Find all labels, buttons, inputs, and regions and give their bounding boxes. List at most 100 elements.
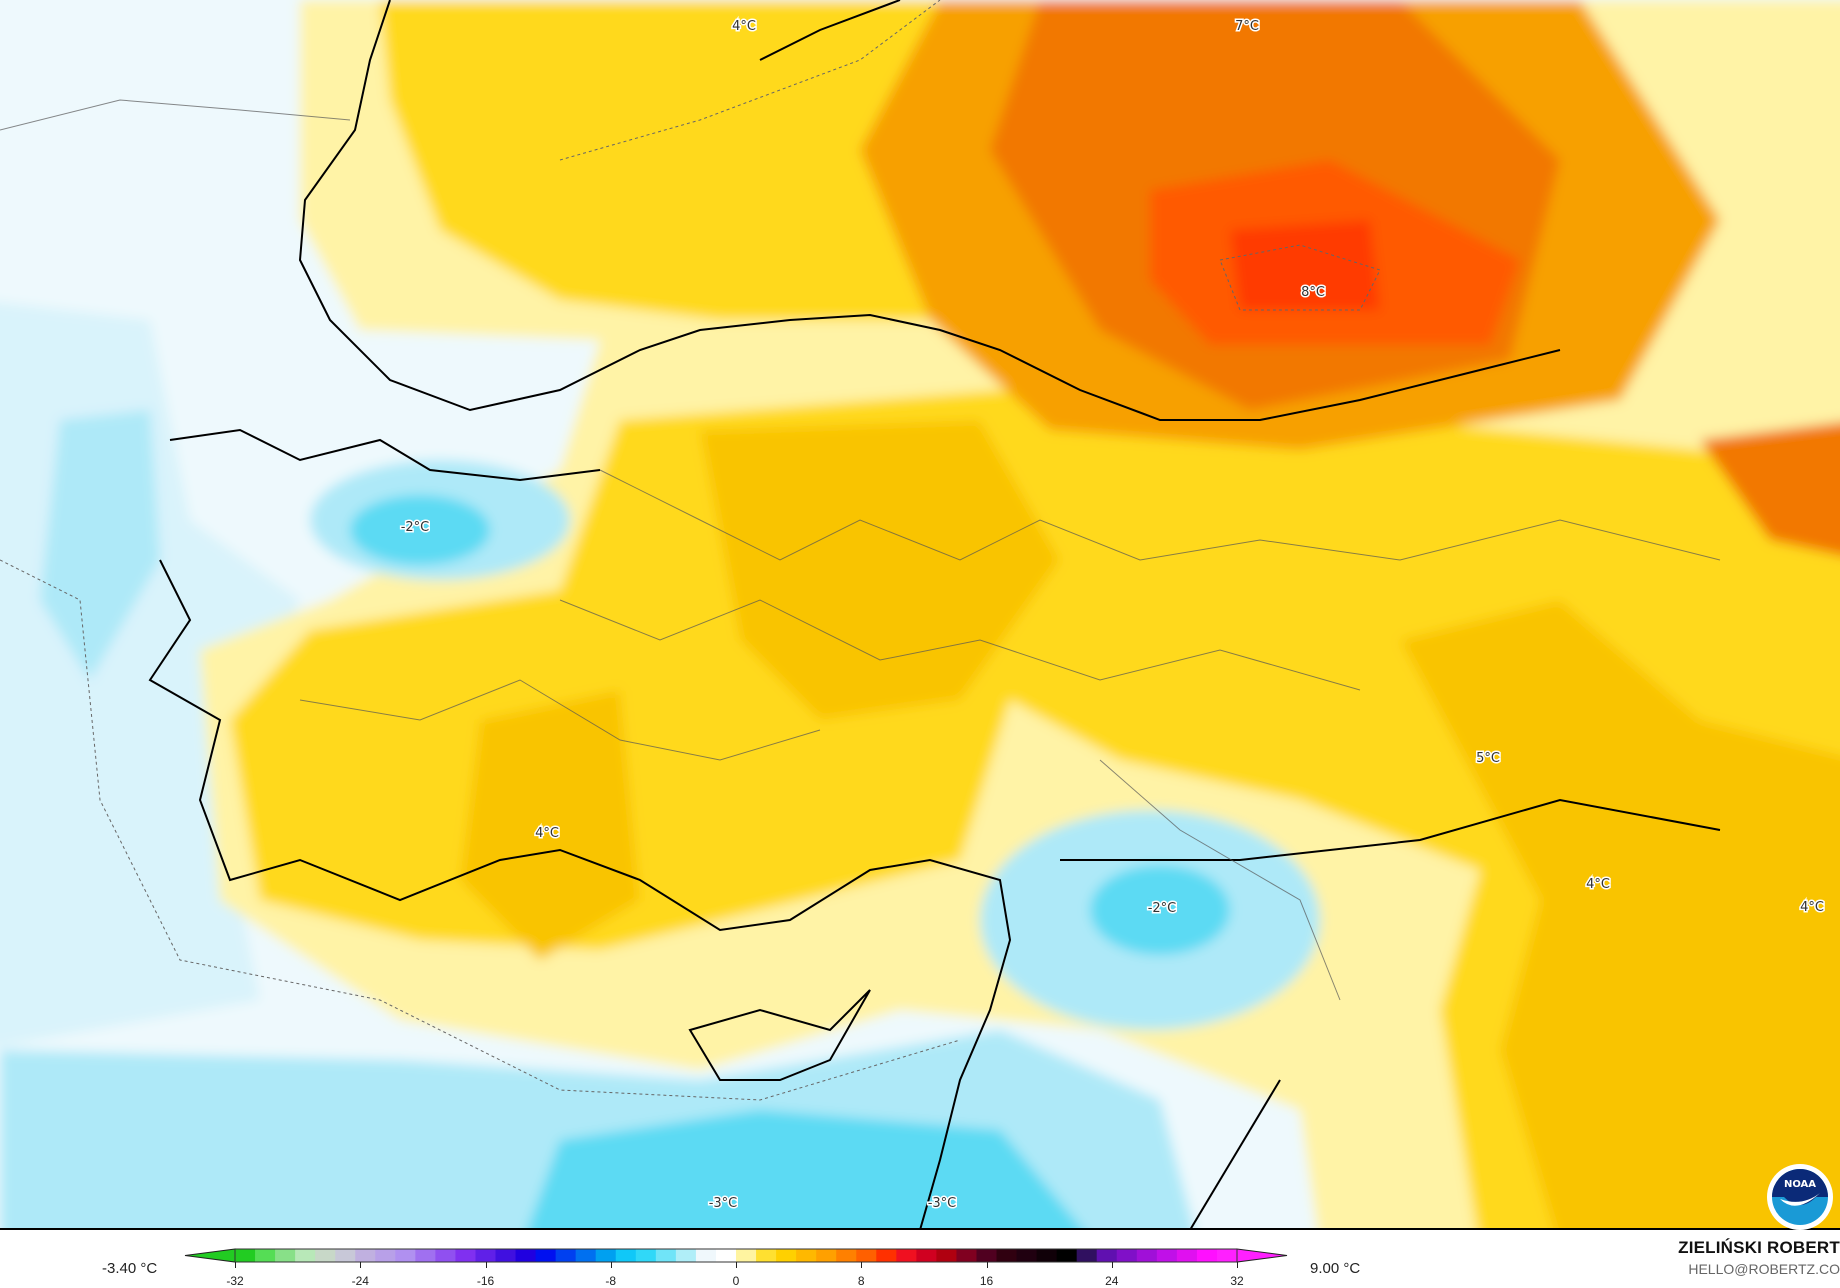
field-red-core (1230, 220, 1380, 310)
colorbar-tick-mark (610, 1262, 612, 1268)
colorbar-tick-mark (1237, 1262, 1238, 1268)
contour-label: 8°C (1301, 285, 1325, 300)
legend-max-value: 9.00 °C (1310, 1260, 1361, 1277)
coastlines (148, 0, 1721, 1228)
colorbar-tick-mark (986, 1262, 988, 1268)
colorbar-swatch (495, 1249, 517, 1262)
colorbar-swatch (335, 1249, 356, 1262)
colorbar-swatch (896, 1249, 917, 1262)
colorbar-swatch (595, 1249, 617, 1262)
temperature-anomaly-map[interactable]: 4°C 7°C 8°C -2°C 5°C 4°C 4°C 4°C -2°C -3… (0, 0, 1840, 1230)
colorbar-swatch (415, 1249, 436, 1262)
contour-lines (0, 0, 1381, 1101)
colorbar-tick-label: -32 (226, 1274, 244, 1288)
colorbar-swatch (395, 1249, 416, 1262)
colorbar-tick-label: -8 (605, 1274, 617, 1288)
colorbar-swatch (956, 1249, 977, 1262)
colorbar-swatch (315, 1249, 336, 1262)
colorbar-tick-mark (861, 1262, 863, 1268)
admin-borders (0, 99, 1721, 1001)
colorbar-swatch (976, 1249, 998, 1262)
field-cyan-syria (1090, 865, 1230, 955)
colorbar-tick-mark (360, 1262, 362, 1268)
colorbar-swatch (235, 1249, 256, 1262)
colorbar-tick-label: 8 (857, 1274, 865, 1288)
field-aegean-cold (40, 410, 160, 680)
colorbar-swatch (575, 1249, 597, 1262)
colorbar-swatch (535, 1249, 557, 1262)
colorbar-swatch (736, 1249, 757, 1262)
colorbar-swatch (275, 1249, 296, 1262)
colorbar-swatch (615, 1249, 637, 1262)
colorbar-swatch (1216, 1249, 1238, 1262)
author-name: ZIELIŃSKI ROBERT (1678, 1238, 1840, 1257)
colorbar-tick-mark (1111, 1262, 1113, 1268)
field-gold-southwest (460, 690, 640, 960)
contour-label: 4°C (535, 826, 559, 841)
colorbar-swatch (1016, 1249, 1038, 1262)
colorbar-swatch (916, 1249, 937, 1262)
colorbar-swatch (295, 1249, 316, 1262)
colorbar-tick-label: 24 (1105, 1274, 1119, 1288)
contour-labels: 4°C 7°C 8°C -2°C 5°C 4°C 4°C 4°C -2°C -3… (399, 18, 1825, 1213)
contour-label: 5°C (1476, 751, 1500, 766)
colorbar-swatch (475, 1249, 497, 1262)
field-cyan-marmara (350, 495, 490, 565)
colorbar-tick-label: 32 (1230, 1274, 1244, 1288)
colorbar-tick-label: -24 (351, 1274, 369, 1288)
temperature-field (0, 0, 1840, 1228)
author-contact: HELLO@ROBERTZ.CO (1688, 1261, 1840, 1277)
colorbar-swatch (1196, 1249, 1218, 1262)
colorbar-swatch (695, 1249, 717, 1262)
colorbar-swatch (856, 1249, 877, 1262)
colorbar-swatch (635, 1249, 657, 1262)
colorbar-swatch (1176, 1249, 1198, 1262)
colorbar-swatch (756, 1249, 777, 1262)
colorbar-tick-label: 16 (979, 1274, 994, 1288)
colorbar-swatch (796, 1249, 817, 1262)
contour-label: 4°C (1586, 877, 1610, 892)
author-credit: ZIELIŃSKI ROBERT HELLO@ROBERTZ.CO (1678, 1238, 1840, 1277)
field-orange-east (1700, 422, 1840, 556)
contour-label: 4°C (732, 19, 756, 34)
map-canvas: 4°C 7°C 8°C -2°C 5°C 4°C 4°C 4°C -2°C -3… (0, 0, 1840, 1228)
colorbar-swatch (936, 1249, 957, 1262)
contour-label: 4°C (1800, 900, 1824, 915)
noaa-logo-text: NOAA (1784, 1179, 1816, 1190)
colorbar-swatch (555, 1249, 577, 1262)
colorbar-swatch (455, 1249, 476, 1262)
colorbar-tick-mark (485, 1262, 487, 1268)
colorbar-swatch (816, 1249, 837, 1262)
field-cyan-sea (528, 1110, 1082, 1228)
colorbar-swatch (876, 1249, 897, 1262)
colorbar-min-extension (184, 1248, 236, 1263)
colorbar-tick-mark (235, 1262, 236, 1268)
contour-label: 7°C (1235, 19, 1259, 34)
colorbar-tick-label: -16 (476, 1274, 495, 1288)
colorbar-max-extension (1236, 1248, 1288, 1263)
field-gold-iraq (1400, 600, 1840, 1228)
colorbar-swatch (1116, 1249, 1138, 1262)
colorbar-tick-mark (736, 1262, 737, 1268)
colorbar-swatch (435, 1249, 456, 1262)
contour-label: -2°C (401, 520, 430, 535)
colorbar-swatch (255, 1249, 276, 1262)
colorbar-swatch (1156, 1249, 1178, 1262)
field-gold-central (700, 420, 1060, 720)
noaa-logo: NOAA (1767, 1164, 1833, 1230)
colorbar-swatch (836, 1249, 857, 1262)
colorbar-swatch (1096, 1249, 1118, 1262)
colorbar-tick-label: 0 (732, 1274, 740, 1288)
colorbar-swatch (375, 1249, 396, 1262)
field-yellow-anatolia (230, 390, 1840, 1228)
colorbar-swatch (1136, 1249, 1158, 1262)
colorbar-legend: -3.40 °C -32 -24 -16 -8 0 8 16 24 32 9.00 °C ZIE… (0, 1232, 1840, 1288)
colorbar-swatch (655, 1249, 677, 1262)
colorbar-swatch (1076, 1249, 1098, 1262)
colorbar-swatch (1056, 1249, 1078, 1262)
contour-label: -3°C (928, 1196, 957, 1211)
colorbar-swatch (715, 1249, 737, 1262)
colorbar-swatch (515, 1249, 537, 1262)
colorbar-swatch (996, 1249, 1018, 1262)
legend-min-value: -3.40 °C (102, 1260, 158, 1277)
